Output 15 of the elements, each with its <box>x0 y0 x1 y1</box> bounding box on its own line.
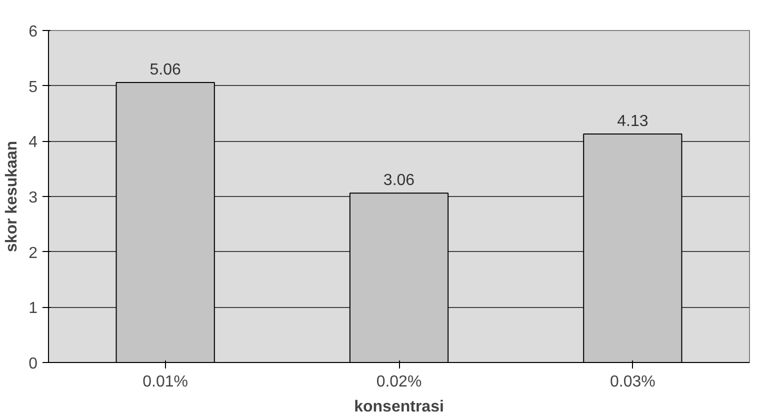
y-tick-label: 2 <box>28 244 38 262</box>
y-tick-label: 6 <box>28 24 38 40</box>
x-tick-label: 0.02% <box>376 374 422 390</box>
x-tick-label: 0.01% <box>142 374 188 390</box>
y-tick-label: 1 <box>28 300 38 318</box>
data-label: 3.06 <box>383 172 415 190</box>
y-tick-label: 5 <box>28 78 38 96</box>
y-axis-title: skor kesukaan <box>4 140 21 252</box>
data-label: 5.06 <box>150 62 182 79</box>
x-axis-title: konsentrasi <box>354 398 444 416</box>
x-tick-label: 0.03% <box>610 374 656 390</box>
y-tick-label: 0 <box>28 356 38 372</box>
y-tick-label: 3 <box>28 190 38 206</box>
y-tick-label: 4 <box>28 134 38 152</box>
data-label: 4.13 <box>617 112 648 130</box>
